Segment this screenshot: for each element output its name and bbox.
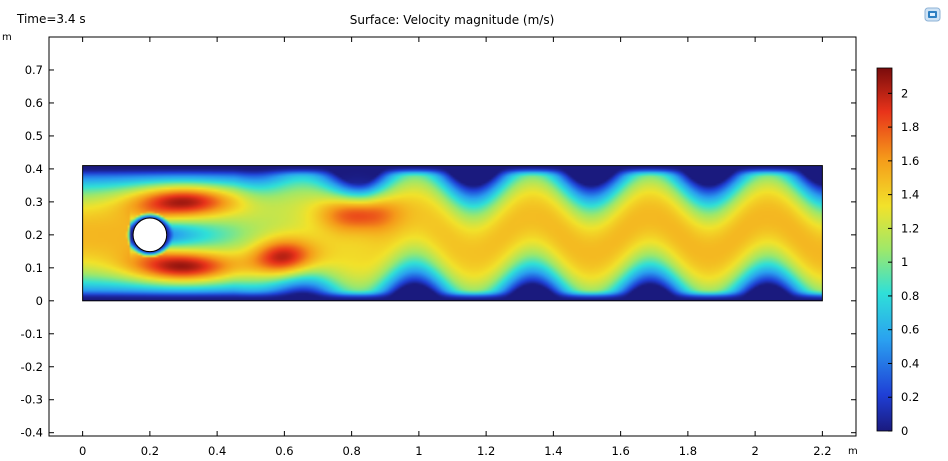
y-tick-label: 0.3 [25, 195, 43, 209]
colorbar-tick-label: 0.2 [901, 390, 919, 404]
colorbar-tick-label: 0 [901, 424, 908, 438]
y-tick-label: 0.7 [25, 63, 43, 77]
x-tick-label: 0.6 [275, 444, 293, 458]
colorbar-tick-label: 0.4 [901, 356, 919, 370]
colorbar-tick-label: 0.8 [901, 289, 919, 303]
y-tick-label: 0.6 [25, 96, 43, 110]
colorbar-tick-label: 2 [901, 86, 908, 100]
colorbar-tick-label: 0.6 [901, 323, 919, 337]
domain-boundary [82, 165, 823, 302]
colorbar [876, 67, 893, 432]
x-tick-label: 1.4 [544, 444, 562, 458]
x-tick-label: 1.8 [679, 444, 697, 458]
y-tick-label: 0.5 [25, 129, 43, 143]
plot-title: Surface: Velocity magnitude (m/s) [349, 13, 555, 27]
x-axis-unit-label: m [848, 446, 858, 457]
velocity-field-image [82, 165, 823, 301]
colorbar-tick-label: 1.2 [901, 221, 919, 235]
y-tick-label: -0.3 [21, 393, 43, 407]
y-axis-unit-label: m [2, 32, 12, 43]
x-tick-label: 0.2 [141, 444, 159, 458]
x-tick-label: 1.6 [611, 444, 629, 458]
y-tick-label: -0.1 [21, 327, 43, 341]
window-restore-icon[interactable] [924, 6, 941, 23]
colorbar-tick-label: 1.4 [901, 188, 919, 202]
cylinder-obstacle [132, 217, 168, 253]
x-tick-label: 1.2 [477, 444, 495, 458]
x-tick-label: 1 [415, 444, 422, 458]
x-tick-label: 2.2 [813, 444, 831, 458]
colorbar-tick-label: 1 [901, 255, 908, 269]
y-tick-label: -0.2 [21, 360, 43, 374]
x-tick-label: 0 [79, 444, 86, 458]
colorbar-tick-label: 1.6 [901, 154, 919, 168]
plot-frame [48, 36, 857, 437]
y-tick-label: -0.4 [21, 426, 43, 440]
time-label: Time=3.4 s [17, 12, 86, 26]
x-tick-label: 2 [751, 444, 758, 458]
y-tick-label: 0.1 [25, 261, 43, 275]
y-tick-label: 0 [36, 294, 43, 308]
colorbar-tick-label: 1.8 [901, 120, 919, 134]
y-tick-label: 0.2 [25, 228, 43, 242]
x-tick-label: 0.4 [208, 444, 226, 458]
x-tick-label: 0.8 [342, 444, 360, 458]
y-tick-label: 0.4 [25, 162, 43, 176]
